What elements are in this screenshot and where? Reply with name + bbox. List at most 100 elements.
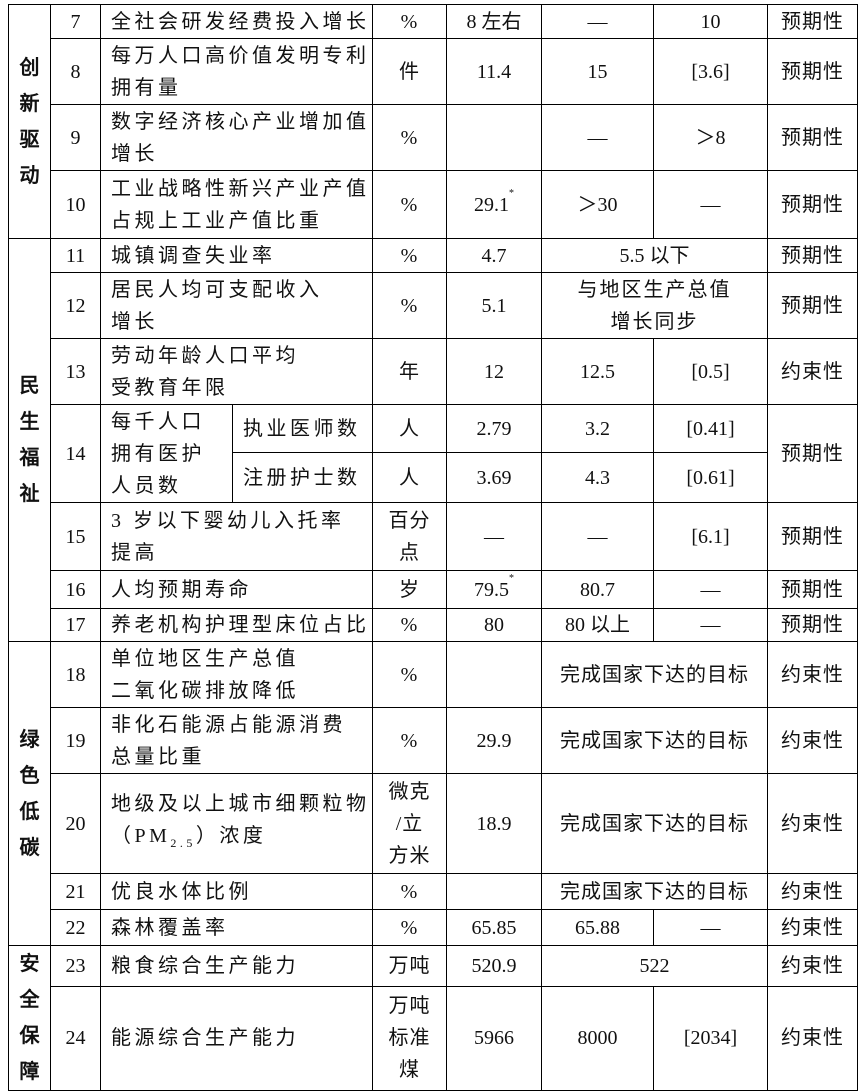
target-cell: 65.88 <box>541 909 654 946</box>
indicator-name: 单位地区生产总值 二氧化碳排放降低 <box>100 641 373 708</box>
unit-cell: % <box>372 272 447 339</box>
row-number: 24 <box>50 985 101 1091</box>
table-row: 13 劳动年龄人口平均 受教育年限 年 12 12.5 [0.5] 约束性 <box>9 338 858 405</box>
table-row: 安全保障 23 粮食综合生产能力 万吨 520.9 522 约束性 <box>8 945 858 1091</box>
indicator-table: 创新驱动 7 全社会研发经费投入增长 % 8 左右 — 10 预期性 8 每万人… <box>8 4 858 1091</box>
attribute-cell: 约束性 <box>767 773 858 874</box>
attribute-cell: 预期性 <box>767 502 858 571</box>
baseline-cell: 11.4 <box>446 38 542 105</box>
unit-cell: % <box>372 873 447 910</box>
unit-cell: % <box>372 238 447 273</box>
target-cell: — <box>541 4 654 39</box>
footnote-mark: * <box>509 572 514 584</box>
target-cell: — <box>541 104 654 171</box>
baseline-cell <box>446 641 542 708</box>
target-cell: 与地区生产总值 增长同步 <box>541 272 768 339</box>
baseline-cell <box>446 104 542 171</box>
footnote-mark: * <box>509 187 514 199</box>
target-cell: 80 以上 <box>541 608 654 642</box>
target-cell: 完成国家下达的目标 <box>541 773 768 874</box>
attribute-cell: 约束性 <box>767 985 858 1091</box>
unit-cell: % <box>372 608 447 642</box>
indicator-name: 劳动年龄人口平均 受教育年限 <box>100 338 373 405</box>
table-row: 14 每千人口 拥有医护 人员数 执业医师数 人 2.79 3.2 [0.41] 预… <box>9 404 858 503</box>
attribute-cell: 预期性 <box>767 238 858 273</box>
cumulative-cell: [2034] <box>653 985 768 1091</box>
unit-cell: 人 <box>372 404 447 453</box>
unit-cell: 百分点 <box>372 502 447 571</box>
target-cell: 522 <box>541 945 768 987</box>
indicator-name: 地级及以上城市细颗粒物 （PM2.5）浓度 <box>100 773 373 874</box>
table-row: 21 优良水体比例 % 完成国家下达的目标 约束性 <box>9 873 858 910</box>
row-number: 16 <box>50 570 101 609</box>
table-row: 创新驱动 7 全社会研发经费投入增长 % 8 左右 — 10 预期性 <box>8 4 858 239</box>
target-cell: 完成国家下达的目标 <box>541 707 768 774</box>
row-number: 9 <box>50 104 101 171</box>
baseline-cell: 4.7 <box>446 238 542 273</box>
target-cell: 12.5 <box>541 338 654 405</box>
attribute-cell: 预期性 <box>767 608 858 642</box>
table-row: 15 3 岁以下婴幼儿入托率 提高 百分点 — — [6.1] 预期性 <box>9 502 858 571</box>
target-cell: 完成国家下达的目标 <box>541 873 768 910</box>
indicator-name: 数字经济核心产业增加值 增长 <box>100 104 373 171</box>
row-number: 14 <box>50 404 101 503</box>
indicator-name: 人均预期寿命 <box>100 570 373 609</box>
table-row: 20 地级及以上城市细颗粒物 （PM2.5）浓度 微克/立 方米 18.9 完成国家… <box>9 773 858 874</box>
indicator-name: 3 岁以下婴幼儿入托率 提高 <box>100 502 373 571</box>
attribute-cell: 约束性 <box>767 945 858 987</box>
row-number: 17 <box>50 608 101 642</box>
baseline-cell: 29.9 <box>446 707 542 774</box>
row-number: 15 <box>50 502 101 571</box>
baseline-cell: 5966 <box>446 985 542 1091</box>
category-cell: 民生福祉 <box>8 238 51 642</box>
row-number: 20 <box>50 773 101 874</box>
attribute-cell: 约束性 <box>767 909 858 946</box>
unit-cell: % <box>372 4 447 39</box>
cumulative-cell: 10 <box>653 4 768 39</box>
unit-cell: % <box>372 707 447 774</box>
indicator-name: 执业医师数 <box>232 404 373 453</box>
baseline-cell: — <box>446 502 542 571</box>
indicator-name: 粮食综合生产能力 <box>100 945 373 987</box>
attribute-cell: 预期性 <box>767 104 858 171</box>
unit-cell: 万吨 <box>372 945 447 987</box>
target-cell: 15 <box>541 38 654 105</box>
row-number: 21 <box>50 873 101 910</box>
indicator-group-name: 每千人口 拥有医护 人员数 <box>100 404 233 503</box>
baseline-cell: 18.9 <box>446 773 542 874</box>
unit-cell: % <box>372 909 447 946</box>
baseline-cell <box>446 873 542 910</box>
row-number: 22 <box>50 909 101 946</box>
target-cell: — <box>541 502 654 571</box>
table-row: 22 森林覆盖率 % 65.85 65.88 — 约束性 <box>9 909 858 946</box>
row-number: 10 <box>50 170 101 239</box>
indicator-name: 每万人口高价值发明专利 拥有量 <box>100 38 373 105</box>
table-row: 12 居民人均可支配收入 增长 % 5.1 与地区生产总值 增长同步 预期性 <box>9 272 858 339</box>
indicator-name: 非化石能源占能源消费 总量比重 <box>100 707 373 774</box>
attribute-cell: 预期性 <box>767 170 858 239</box>
table-row: 注册护士数 人 3.69 4.3 [0.61] <box>9 452 858 503</box>
attribute-cell: 约束性 <box>767 873 858 910</box>
indicator-name: 优良水体比例 <box>100 873 373 910</box>
unit-cell: 人 <box>372 452 447 503</box>
cumulative-cell: — <box>653 608 768 642</box>
unit-cell: 年 <box>372 338 447 405</box>
baseline-cell: 8 左右 <box>446 4 542 39</box>
attribute-cell: 约束性 <box>767 338 858 405</box>
indicator-name: 全社会研发经费投入增长 <box>100 4 373 39</box>
category-cell: 安全保障 <box>8 945 51 1091</box>
unit-cell: % <box>372 641 447 708</box>
baseline-cell: 12 <box>446 338 542 405</box>
table-row: 8 每万人口高价值发明专利 拥有量 件 11.4 15 [3.6] 预期性 <box>9 38 858 105</box>
baseline-cell: 2.79 <box>446 404 542 453</box>
attribute-cell: 预期性 <box>767 404 858 503</box>
table-row: 16 人均预期寿命 岁 79.5* 80.7 — 预期性 <box>9 570 858 609</box>
target-cell: ＞30 <box>541 170 654 239</box>
target-cell: 8000 <box>541 985 654 1091</box>
target-cell: 3.2 <box>541 404 654 453</box>
baseline-cell: 29.1* <box>446 170 542 239</box>
cumulative-cell: [3.6] <box>653 38 768 105</box>
indicator-name: 城镇调查失业率 <box>100 238 373 273</box>
attribute-cell: 约束性 <box>767 707 858 774</box>
table-row: 17 养老机构护理型床位占比 % 80 80 以上 — 预期性 <box>9 608 858 642</box>
